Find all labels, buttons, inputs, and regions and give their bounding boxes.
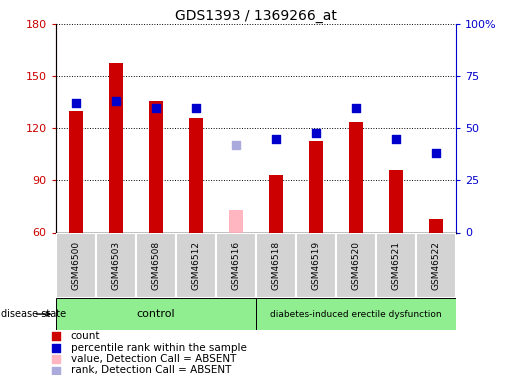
Point <box>151 105 160 111</box>
Text: GSM46522: GSM46522 <box>431 241 440 290</box>
Text: rank, Detection Call = ABSENT: rank, Detection Call = ABSENT <box>71 366 231 375</box>
Text: value, Detection Call = ABSENT: value, Detection Call = ABSENT <box>71 354 236 364</box>
Bar <box>109 63 123 232</box>
Text: GSM46519: GSM46519 <box>311 241 320 290</box>
Bar <box>56 232 96 298</box>
Point <box>112 98 120 104</box>
Point <box>312 130 320 136</box>
Bar <box>96 232 135 298</box>
Bar <box>216 232 255 298</box>
Text: GSM46520: GSM46520 <box>351 241 360 290</box>
Bar <box>349 122 363 232</box>
Bar <box>429 219 443 232</box>
Text: GSM46508: GSM46508 <box>151 241 160 290</box>
Point <box>271 136 280 142</box>
Bar <box>56 298 255 330</box>
Point <box>52 333 60 339</box>
Point <box>352 105 360 111</box>
Point <box>52 368 60 374</box>
Bar <box>416 232 456 298</box>
Bar <box>255 298 456 330</box>
Point <box>72 100 80 106</box>
Bar <box>389 170 403 232</box>
Title: GDS1393 / 1369266_at: GDS1393 / 1369266_at <box>175 9 337 23</box>
Text: GSM46521: GSM46521 <box>391 241 400 290</box>
Text: control: control <box>136 309 175 319</box>
Bar <box>296 232 336 298</box>
Text: GSM46512: GSM46512 <box>191 241 200 290</box>
Point <box>192 105 200 111</box>
Bar <box>176 232 216 298</box>
Text: diabetes-induced erectile dysfunction: diabetes-induced erectile dysfunction <box>270 310 441 319</box>
Bar <box>308 141 323 232</box>
Text: GSM46516: GSM46516 <box>231 241 240 290</box>
Bar <box>269 175 283 232</box>
Text: GSM46518: GSM46518 <box>271 241 280 290</box>
Point <box>391 136 400 142</box>
Point <box>232 142 240 148</box>
Bar <box>376 232 416 298</box>
Bar <box>68 111 82 232</box>
Bar <box>336 232 376 298</box>
Point <box>52 356 60 362</box>
Bar <box>149 101 163 232</box>
Text: disease state: disease state <box>1 309 66 319</box>
Point <box>52 345 60 351</box>
Bar <box>229 210 243 232</box>
Text: GSM46503: GSM46503 <box>111 241 120 290</box>
Text: GSM46500: GSM46500 <box>71 241 80 290</box>
Text: count: count <box>71 332 100 341</box>
Point <box>432 150 440 156</box>
Text: percentile rank within the sample: percentile rank within the sample <box>71 343 247 353</box>
Bar <box>255 232 296 298</box>
Bar <box>135 232 176 298</box>
Bar <box>188 118 203 232</box>
